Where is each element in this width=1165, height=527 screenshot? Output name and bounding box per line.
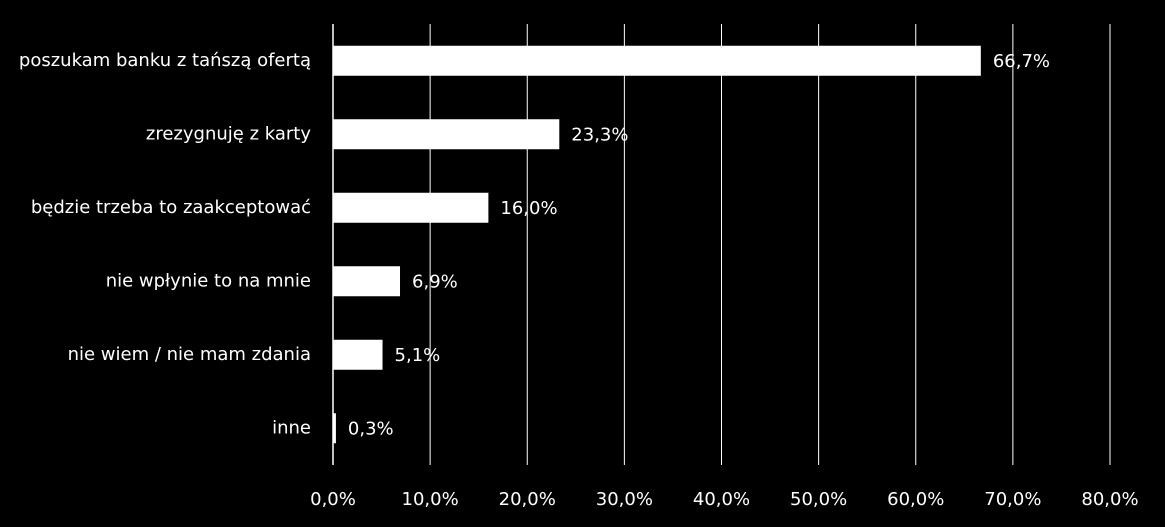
bar	[333, 266, 401, 297]
x-tick-label: 50,0%	[790, 489, 847, 510]
bar	[333, 45, 981, 76]
data-label: 6,9%	[412, 271, 458, 292]
data-label: 0,3%	[348, 418, 394, 439]
data-label: 23,3%	[571, 124, 628, 145]
bar	[333, 192, 489, 223]
x-tick-label: 40,0%	[693, 489, 750, 510]
data-label: 66,7%	[993, 51, 1050, 72]
x-tick-label: 70,0%	[984, 489, 1041, 510]
y-tick-label: zrezygnuję z karty	[146, 123, 311, 144]
y-tick-label: będzie trzeba to zaakceptować	[31, 197, 311, 218]
y-tick-label: poszukam banku z tańszą ofertą	[19, 50, 311, 71]
x-tick-label: 30,0%	[596, 489, 653, 510]
x-tick-label: 10,0%	[402, 489, 459, 510]
bar	[333, 119, 560, 150]
x-tick-label: 80,0%	[1081, 489, 1138, 510]
data-label: 5,1%	[395, 345, 441, 366]
x-tick-label: 20,0%	[499, 489, 556, 510]
x-tick-label: 0,0%	[310, 489, 356, 510]
bar	[333, 413, 336, 444]
y-tick-label: nie wpłynie to na mnie	[106, 270, 311, 291]
data-label: 16,0%	[500, 198, 557, 219]
y-tick-label: inne	[272, 417, 311, 438]
x-tick-label: 60,0%	[887, 489, 944, 510]
y-tick-label: nie wiem / nie mam zdania	[68, 344, 311, 365]
bar	[333, 339, 383, 370]
